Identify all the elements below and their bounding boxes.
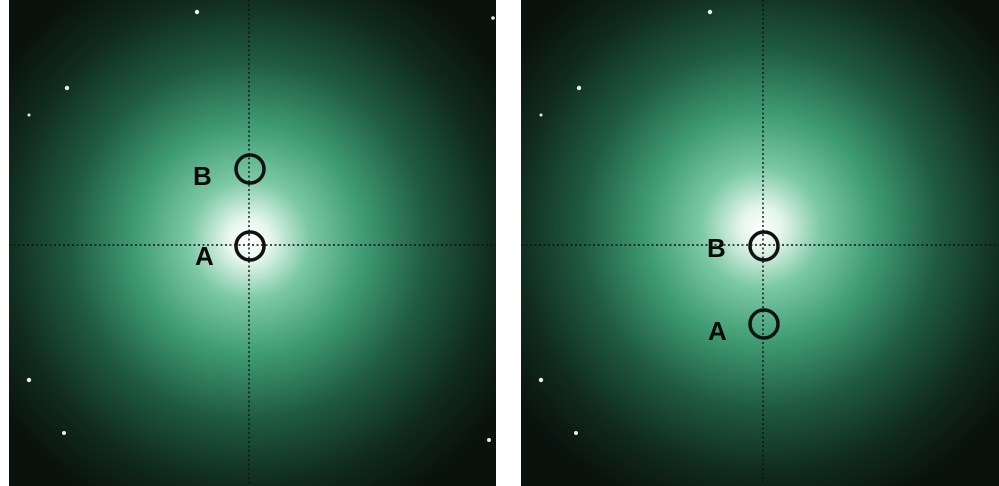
star-points xyxy=(26,9,495,442)
glow-background xyxy=(9,0,496,486)
marker-b-circle xyxy=(748,230,780,262)
marker-b-label: B xyxy=(707,233,726,263)
left-panel: B A xyxy=(9,0,496,486)
marker-a-circle xyxy=(234,230,266,262)
marker-b-label: B xyxy=(193,161,212,191)
marker-a-label: A xyxy=(708,316,727,346)
marker-b-circle xyxy=(234,153,266,185)
marker-a-label: A xyxy=(195,241,214,271)
star-points xyxy=(538,9,713,435)
right-panel-image xyxy=(521,0,999,486)
right-panel: B A xyxy=(521,0,999,486)
left-panel-image xyxy=(9,0,496,486)
glow-background xyxy=(521,0,999,486)
marker-a-circle xyxy=(748,308,780,340)
